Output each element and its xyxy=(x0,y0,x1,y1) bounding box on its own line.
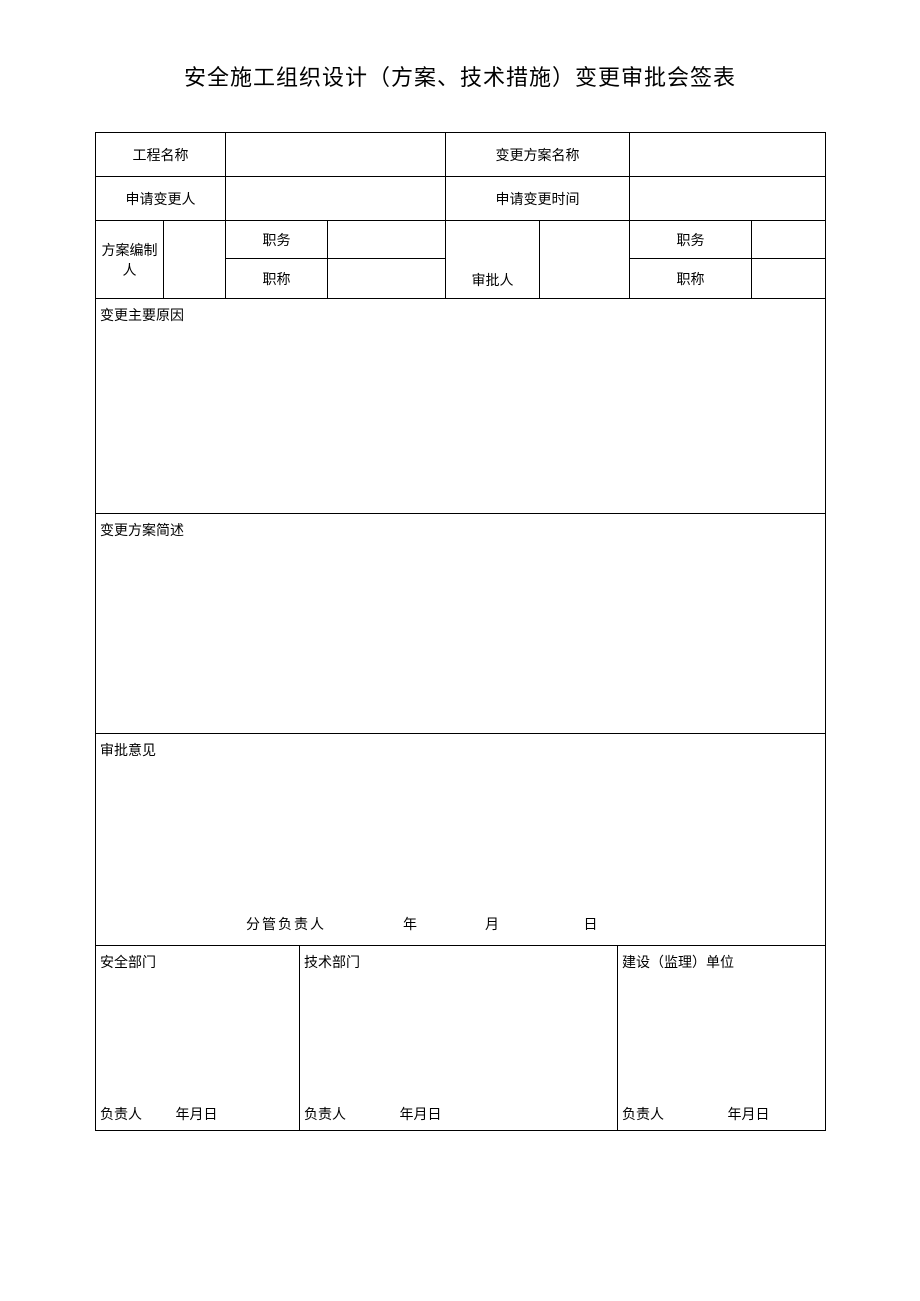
date-spacer xyxy=(332,918,398,933)
change-plan-name-value xyxy=(630,133,826,177)
date-spacer-2 xyxy=(425,918,480,933)
responsible-date-3: 年月日 xyxy=(728,1104,770,1124)
apply-time-label: 申请变更时间 xyxy=(446,177,630,221)
approver-value xyxy=(540,221,630,299)
change-plan-brief-section: 变更方案简述 xyxy=(96,514,826,734)
title-value-2 xyxy=(752,259,826,299)
document-page: 安全施工组织设计（方案、技术措施）变更审批会签表 工程名称 变更方案名称 申请变… xyxy=(0,0,920,1131)
day-label: 日 xyxy=(584,918,600,933)
year-label: 年 xyxy=(403,918,419,933)
signature-line: 分管负责人 年 月 日 xyxy=(96,904,826,946)
applicant-value xyxy=(226,177,446,221)
responsible-label-3: 负责人 xyxy=(622,1104,664,1124)
document-title: 安全施工组织设计（方案、技术措施）变更审批会签表 xyxy=(95,60,825,92)
construction-unit-label: 建设（监理）单位 xyxy=(618,946,826,1091)
position-value-2 xyxy=(752,221,826,259)
safety-dept-label: 安全部门 xyxy=(96,946,300,1091)
approval-opinion-section: 审批意见 xyxy=(96,734,826,904)
construction-responsible: 负责人 年月日 xyxy=(618,1091,826,1131)
responsible-label-1: 负责人 xyxy=(100,1104,142,1124)
change-plan-name-label: 变更方案名称 xyxy=(446,133,630,177)
position-value-1 xyxy=(328,221,446,259)
position-label-2: 职务 xyxy=(630,221,752,259)
approver-label: 审批人 xyxy=(446,221,540,299)
responsible-label-2: 负责人 xyxy=(304,1104,346,1124)
month-label: 月 xyxy=(485,918,501,933)
plan-author-label: 方案编制人 xyxy=(96,221,164,299)
responsible-date-2: 年月日 xyxy=(400,1104,442,1124)
form-table: 工程名称 变更方案名称 申请变更人 申请变更时间 方案编制人 职务 审批人 职务… xyxy=(95,132,826,1131)
project-name-label: 工程名称 xyxy=(96,133,226,177)
manager-label: 分管负责人 xyxy=(246,918,326,933)
tech-responsible: 负责人 年月日 xyxy=(300,1091,618,1131)
title-label-2: 职称 xyxy=(630,259,752,299)
date-spacer-3 xyxy=(507,918,579,933)
title-value-1 xyxy=(328,259,446,299)
title-label-1: 职称 xyxy=(226,259,328,299)
change-reason-section: 变更主要原因 xyxy=(96,299,826,514)
tech-dept-label: 技术部门 xyxy=(300,946,618,1091)
responsible-date-1: 年月日 xyxy=(176,1104,218,1124)
position-label-1: 职务 xyxy=(226,221,328,259)
plan-author-value xyxy=(164,221,226,299)
safety-responsible: 负责人 年月日 xyxy=(96,1091,300,1131)
applicant-label: 申请变更人 xyxy=(96,177,226,221)
apply-time-value xyxy=(630,177,826,221)
project-name-value xyxy=(226,133,446,177)
